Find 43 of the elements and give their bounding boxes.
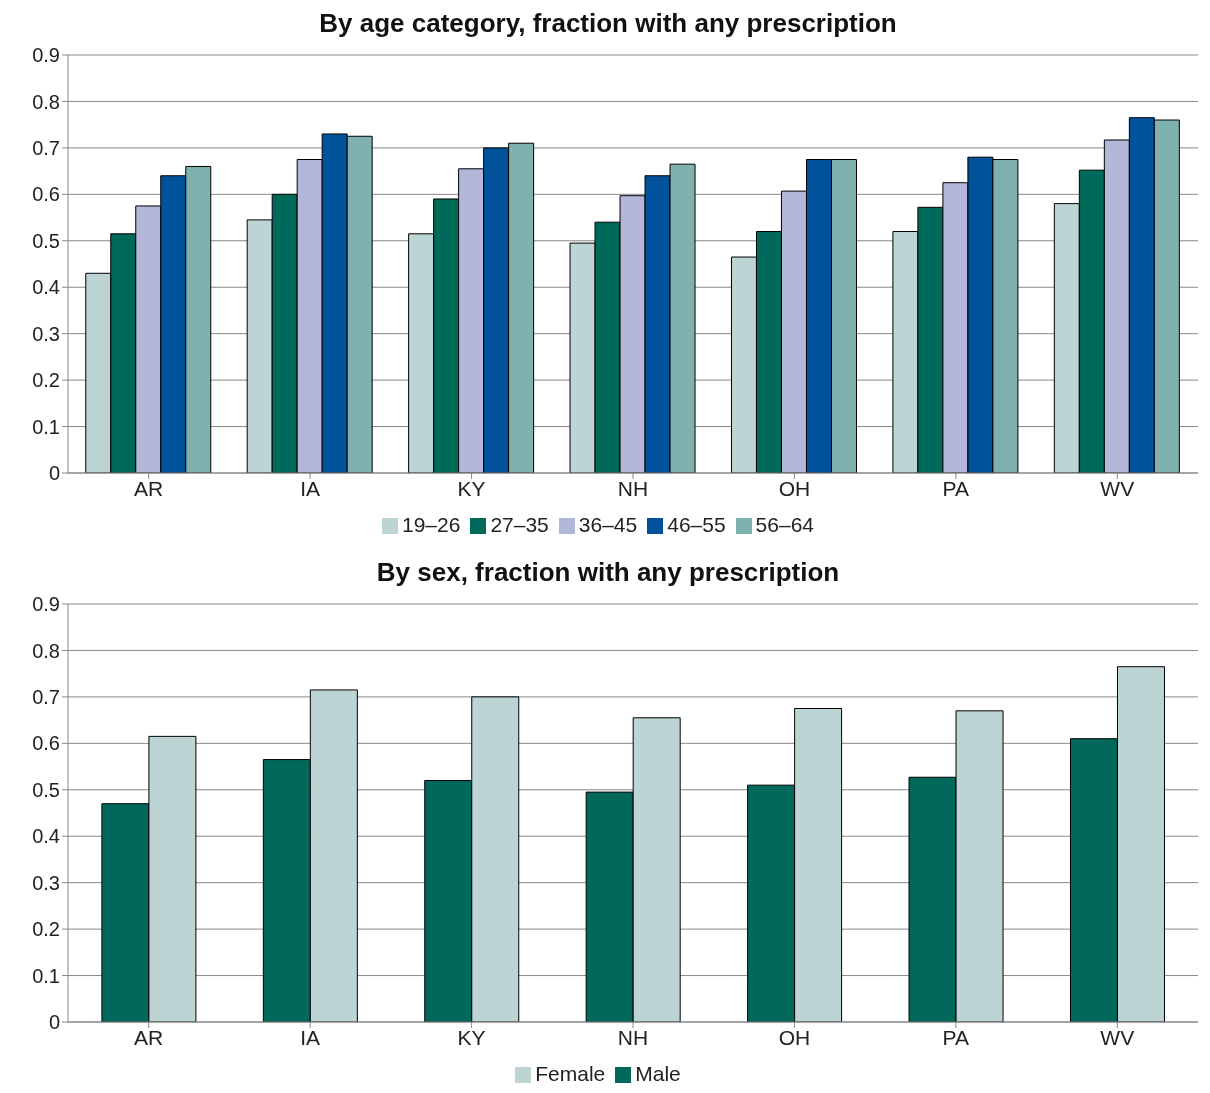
y-tick-label: 0.9	[32, 44, 60, 67]
legend-label: Female	[535, 1062, 606, 1085]
x-tick-label: KY	[457, 1025, 486, 1049]
y-tick-label: 0.8	[32, 90, 60, 113]
x-tick-label: WV	[1100, 476, 1135, 500]
legend-label: 27–35	[490, 513, 549, 536]
x-tick-label: IA	[300, 1025, 321, 1049]
chart-title: By age category, fraction with any prescription	[318, 8, 898, 39]
x-tick-label: AR	[134, 476, 164, 500]
y-tick-label: 0.8	[32, 639, 60, 662]
chart-title: By sex, fraction with any prescription	[375, 557, 841, 588]
x-tick-label: WV	[1100, 1025, 1135, 1049]
y-tick-label: 0.4	[32, 825, 60, 848]
x-tick-label: PA	[942, 1025, 970, 1049]
legend-label: 56–64	[755, 513, 815, 536]
x-tick-label: AR	[134, 1025, 164, 1049]
x-tick-label: NH	[617, 476, 649, 500]
x-tick-label: OH	[778, 476, 811, 500]
y-tick-label: 0.2	[32, 369, 60, 392]
legend-label: 19–26	[401, 513, 461, 536]
x-tick-label: OH	[778, 1025, 811, 1049]
legend-label: Male	[635, 1062, 681, 1085]
y-tick-label: 0.1	[32, 415, 60, 438]
y-tick-label: 0	[48, 1011, 60, 1034]
x-tick-label: KY	[457, 476, 486, 500]
x-tick-label: IA	[300, 476, 321, 500]
y-tick-label: 0.4	[32, 276, 60, 299]
y-tick-label: 0.5	[32, 229, 60, 252]
legend-label: 36–45	[578, 513, 638, 536]
y-tick-label: 0.1	[32, 964, 60, 987]
y-tick-label: 0.5	[32, 778, 60, 801]
y-tick-label: 0.7	[32, 136, 60, 159]
y-tick-label: 0.9	[32, 593, 60, 616]
y-tick-label: 0.3	[32, 322, 60, 345]
y-tick-label: 0.3	[32, 871, 60, 894]
y-tick-label: 0.2	[32, 918, 60, 941]
legend-label: 46–55	[667, 513, 726, 536]
y-tick-label: 0.6	[32, 732, 60, 755]
y-tick-label: 0	[48, 462, 60, 485]
x-tick-label: NH	[617, 1025, 649, 1049]
y-tick-label: 0.7	[32, 685, 60, 708]
y-tick-label: 0.6	[32, 183, 60, 206]
x-tick-label: PA	[942, 476, 970, 500]
